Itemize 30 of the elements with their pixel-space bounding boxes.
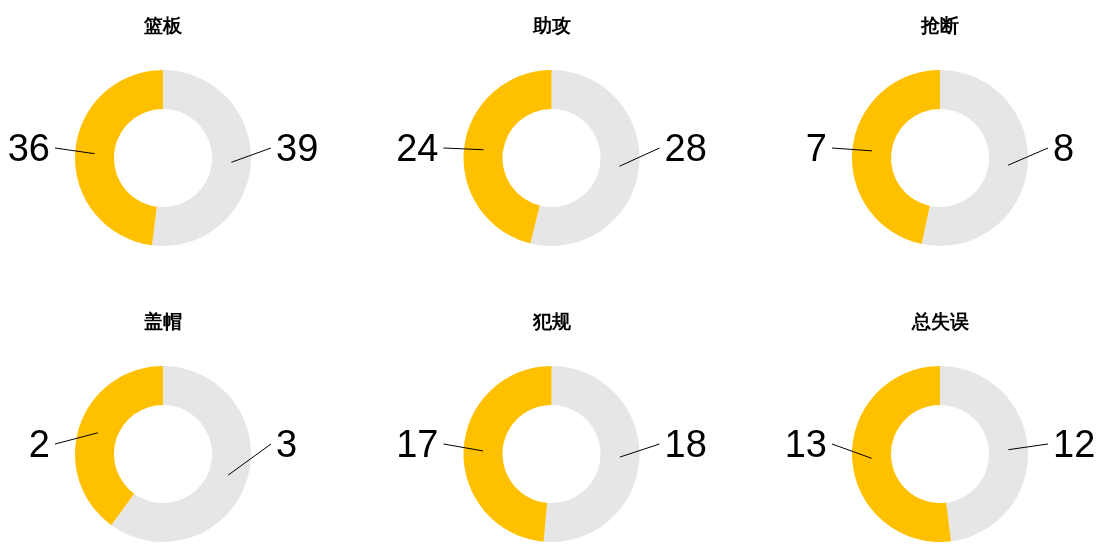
- donut-slice: [75, 366, 163, 526]
- chart-title: 盖帽: [144, 310, 182, 332]
- chart-title: 篮板: [143, 14, 183, 36]
- data-label: 24: [396, 127, 439, 169]
- data-label: 39: [276, 127, 319, 169]
- chart-title: 助攻: [531, 14, 571, 36]
- chart-title: 犯规: [531, 310, 572, 332]
- data-label: 18: [664, 423, 707, 465]
- donut-slice: [75, 70, 163, 246]
- donut-slice: [530, 70, 640, 246]
- data-label: 17: [396, 423, 439, 465]
- data-label: 2: [28, 423, 50, 465]
- data-label: 8: [1053, 127, 1075, 169]
- data-label: 7: [805, 127, 827, 169]
- chart-title: 抢断: [920, 14, 959, 36]
- donut-slice: [921, 70, 1028, 246]
- data-label: 13: [784, 423, 827, 465]
- data-label: 12: [1053, 423, 1096, 465]
- donut-slice: [852, 70, 940, 245]
- data-label: 3: [276, 423, 298, 465]
- donut-slice: [151, 70, 251, 246]
- donut-slice: [111, 366, 251, 542]
- donut-slice: [543, 366, 640, 542]
- donut-slice: [463, 70, 552, 244]
- donut-slice: [852, 366, 952, 542]
- data-label: 28: [664, 127, 707, 169]
- donut-slice: [940, 366, 1028, 542]
- data-label: 36: [7, 127, 50, 169]
- donut-slice: [463, 366, 552, 542]
- chart-title: 总失误: [910, 310, 970, 332]
